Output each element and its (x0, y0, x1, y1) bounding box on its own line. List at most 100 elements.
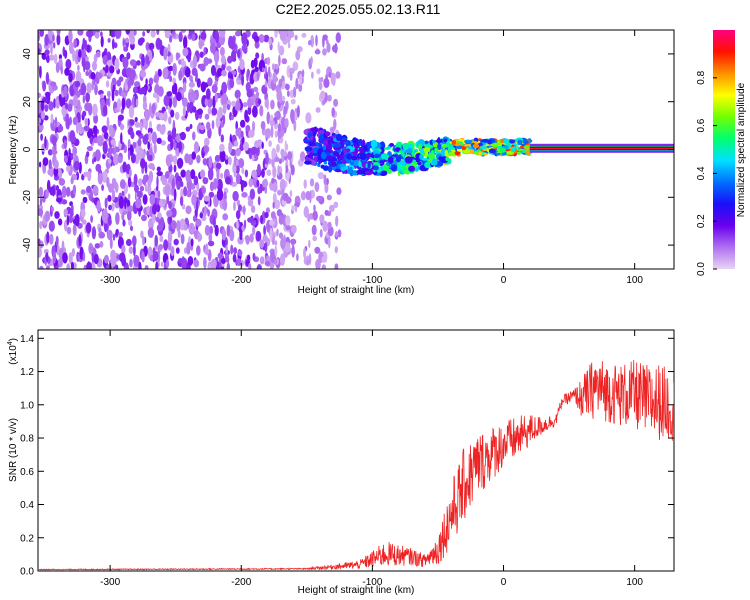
heatmap-cell (138, 178, 143, 187)
heatmap-cell (86, 145, 93, 152)
heatmap-cell (326, 42, 331, 53)
heatmap-cell (278, 215, 284, 225)
heatmap-cell (127, 209, 132, 221)
heatmap-cell (72, 146, 78, 156)
snr-frame (37, 329, 675, 572)
heatmap-cell (216, 168, 220, 181)
heatmap-cell (243, 141, 249, 151)
heatmap-cell (182, 81, 187, 93)
heatmap-cell (326, 178, 329, 185)
heatmap-cell (244, 169, 249, 178)
heatmap-cell (132, 86, 138, 94)
heatmap-cell (183, 36, 188, 50)
heatmap-cell (108, 183, 114, 193)
heatmap-cell (99, 241, 104, 248)
heatmap-cell (226, 224, 231, 237)
heatmap-cell (330, 157, 335, 163)
heatmap-cell (268, 140, 272, 148)
heatmap-cell (308, 40, 312, 46)
heatmap-cell (54, 116, 58, 128)
heatmap-cell (251, 156, 255, 162)
heatmap-cell (320, 151, 327, 160)
heatmap-cell (115, 228, 119, 236)
heatmap-cell (148, 77, 154, 86)
heatmap-cell (322, 220, 329, 232)
heatmap-cell (204, 137, 210, 147)
heatmap-cell (164, 171, 170, 179)
heatmap-cell (155, 261, 159, 269)
heatmap-cell (250, 205, 256, 213)
heatmap-cell (128, 219, 133, 227)
x-tick-label: -200 (231, 275, 251, 286)
heatmap-cell (90, 72, 96, 80)
heatmap-cell (38, 161, 42, 168)
heatmap-cell (220, 134, 224, 143)
heatmap-cell (274, 130, 278, 138)
heatmap-cell (193, 259, 200, 268)
heatmap-cell (84, 102, 91, 112)
heatmap-cell (239, 228, 243, 241)
heatmap-cell (72, 184, 77, 196)
heatmap-cell (281, 75, 285, 82)
heatmap-cell (155, 111, 161, 117)
heatmap-cell (329, 204, 335, 212)
heatmap-cell (202, 213, 206, 220)
heatmap-cell (207, 97, 213, 108)
colorbar-tick-label: 0.4 (696, 166, 707, 180)
heatmap-cell (464, 139, 473, 144)
heatmap-cell (295, 50, 301, 61)
heatmap-cell (65, 186, 71, 197)
heatmap-cell (138, 261, 142, 269)
heatmap-cell (351, 155, 358, 161)
heatmap-cell (454, 150, 461, 156)
heatmap-cell (94, 31, 100, 39)
colorbar-tick-label: 0.0 (696, 262, 707, 276)
heatmap-cell (278, 45, 285, 56)
heatmap-cell (301, 32, 307, 38)
heatmap-cell (93, 113, 99, 124)
heatmap-cell (346, 159, 351, 164)
heatmap-cell (68, 252, 73, 265)
heatmap-cell (152, 203, 157, 216)
heatmap-cell (192, 215, 197, 222)
heatmap-cell (78, 234, 82, 247)
heatmap-cell (374, 153, 380, 159)
heatmap-cell (127, 193, 131, 200)
heatmap-cell (137, 38, 144, 46)
heatmap-cell (204, 113, 210, 120)
heatmap-cell (333, 142, 342, 148)
heatmap-cell (134, 184, 139, 193)
heatmap-cell (157, 68, 162, 77)
snr-panel: -300 -200 -100 0 100 0.0 0.2 0.4 0.6 0.8 1.0 1.2 1.… (7, 329, 675, 596)
heatmap-cell (111, 189, 116, 201)
heatmap-cell (226, 65, 232, 72)
heatmap-cell (282, 192, 289, 202)
heatmap-cell (210, 65, 217, 76)
heatmap-cell (106, 152, 112, 158)
heatmap-y-label: Frequency (Hz) (8, 116, 19, 185)
heatmap-cell (278, 78, 283, 88)
heatmap-cell (183, 186, 188, 197)
snr-series-line (38, 360, 674, 571)
heatmap-cell (121, 212, 125, 221)
heatmap-cell (294, 34, 298, 41)
heatmap-cell (51, 135, 58, 145)
heatmap-cell (38, 238, 41, 245)
heatmap-cell (419, 154, 424, 160)
heatmap-cell (298, 83, 303, 92)
heatmap-cell (314, 246, 321, 254)
heatmap-cell (165, 259, 170, 269)
heatmap-cell (124, 38, 130, 43)
heatmap-cell (66, 214, 70, 226)
heatmap-cell (366, 152, 372, 158)
heatmap-cell (215, 115, 221, 129)
heatmap-cell (359, 147, 365, 155)
heatmap-cell (74, 80, 81, 88)
heatmap-cell (263, 225, 266, 236)
heatmap-cell (73, 38, 78, 49)
heatmap-cell (44, 210, 51, 222)
heatmap-cell (173, 238, 179, 246)
heatmap-cell (488, 148, 496, 154)
heatmap-cell (281, 116, 286, 130)
heatmap-cell (122, 161, 127, 173)
